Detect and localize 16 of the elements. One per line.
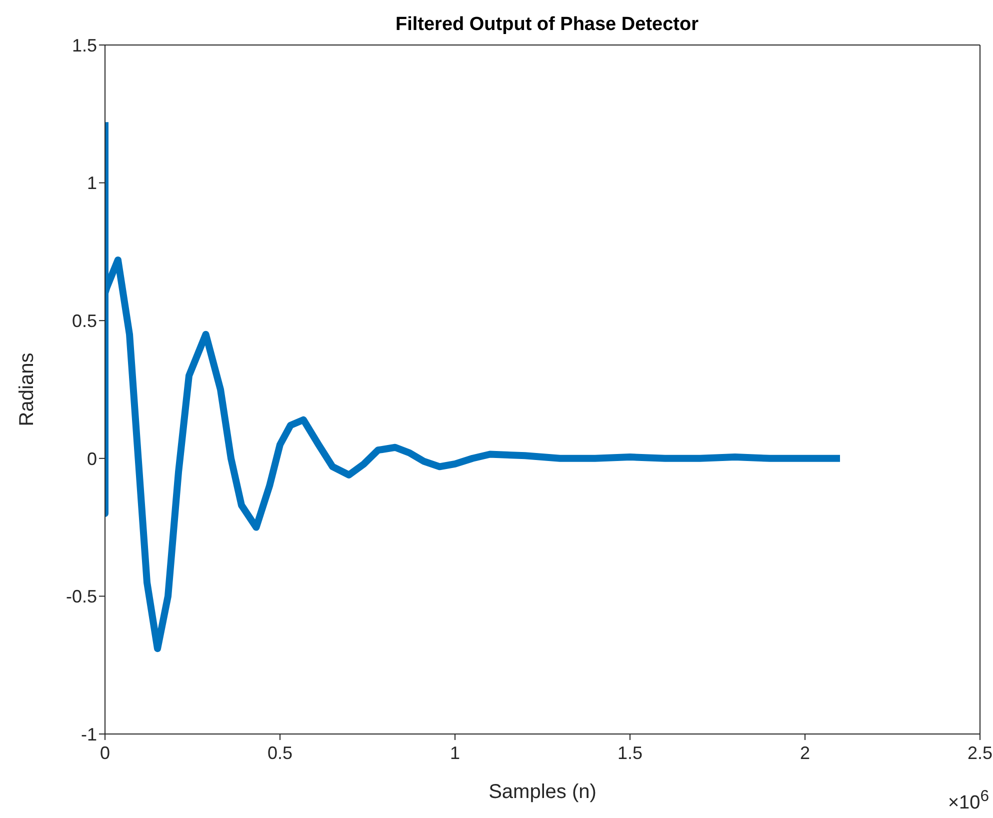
y-tick-label: 1.5 (72, 35, 97, 56)
y-tick-label: -0.5 (66, 586, 97, 607)
y-axis-title: Radians (16, 352, 38, 426)
x-tick-label: 1.5 (617, 742, 643, 763)
y-tick-label: 1 (86, 173, 97, 194)
text: ×10$^{6}$ (948, 788, 989, 814)
chart-title: Filtered Output of Phase Detector (394, 14, 700, 36)
x-tick-label: 2 (800, 742, 810, 763)
x-tick-label: 0.5 (267, 742, 293, 763)
x-tick-label: 0 (100, 742, 110, 763)
y-tick-label: 0.5 (72, 310, 97, 331)
y-tick-label: 0 (86, 448, 97, 469)
y-tick-label: -1 (80, 724, 97, 744)
x-tick-label: 2.5 (967, 742, 993, 763)
x-tick-label: 1 (450, 742, 460, 763)
x-axis-title: Samples (n) (488, 781, 596, 803)
